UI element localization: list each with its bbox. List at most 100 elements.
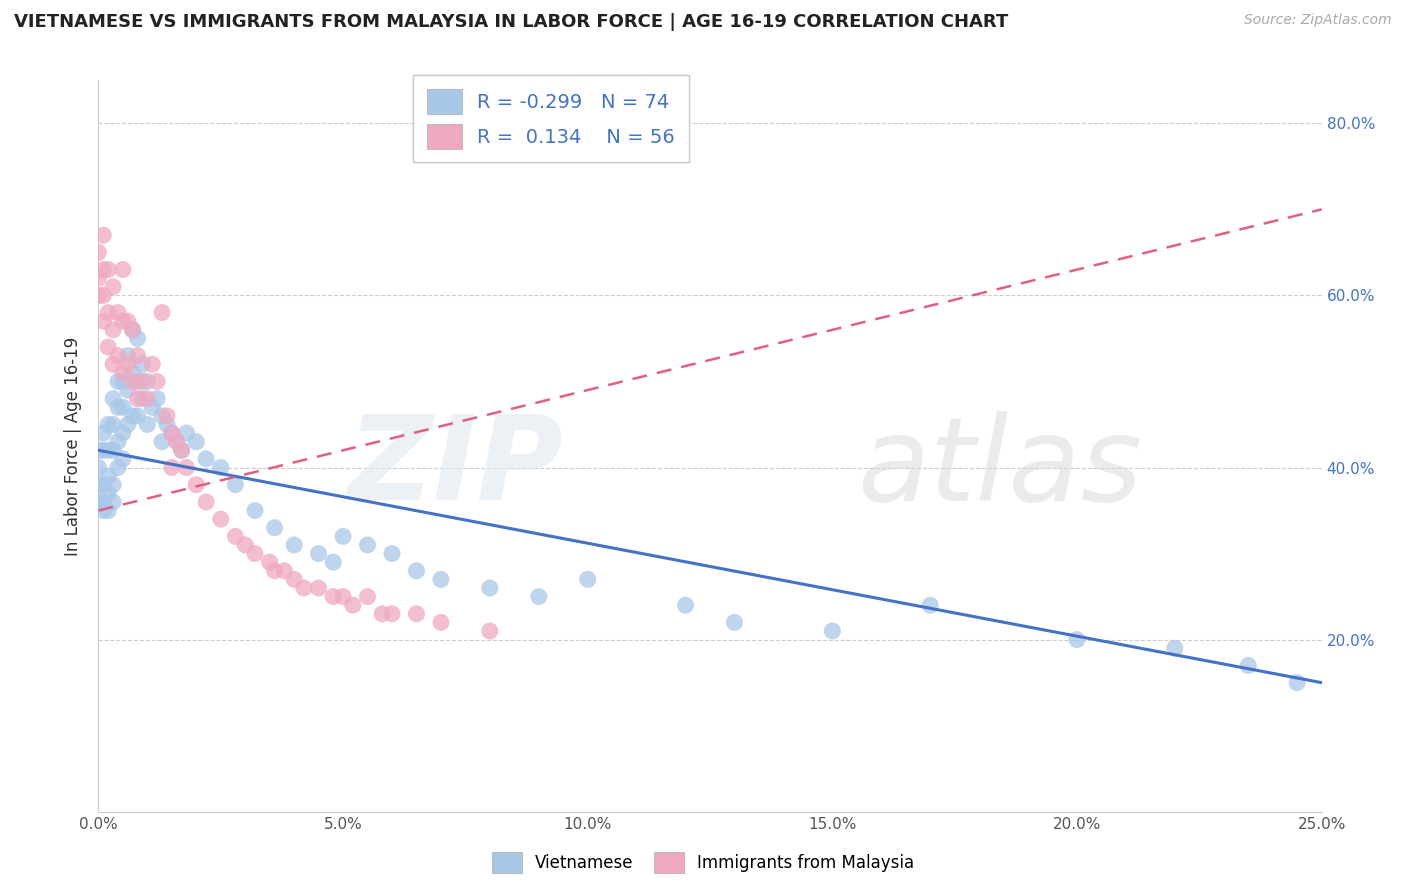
Point	[131, 375, 153, 389]
Point	[308, 581, 330, 595]
Point	[91, 443, 114, 458]
Point	[405, 564, 427, 578]
Y-axis label: In Labor Force | Age 16-19: In Labor Force | Age 16-19	[65, 336, 83, 556]
Point	[91, 228, 114, 243]
Point	[91, 262, 114, 277]
Point	[87, 271, 110, 285]
Point	[97, 469, 120, 483]
Point	[101, 417, 124, 432]
Point	[283, 538, 305, 552]
Point	[87, 245, 110, 260]
Point	[101, 443, 124, 458]
Point	[91, 288, 114, 302]
Legend: R = -0.299   N = 74, R =  0.134    N = 56: R = -0.299 N = 74, R = 0.134 N = 56	[413, 75, 689, 162]
Point	[156, 409, 179, 423]
Point	[127, 349, 149, 363]
Point	[209, 512, 232, 526]
Point	[292, 581, 315, 595]
Point	[101, 495, 124, 509]
Point	[107, 434, 129, 449]
Point	[156, 417, 179, 432]
Point	[121, 375, 143, 389]
Point	[160, 460, 183, 475]
Point	[576, 573, 599, 587]
Point	[166, 434, 188, 449]
Point	[121, 366, 143, 380]
Point	[136, 417, 159, 432]
Point	[91, 314, 114, 328]
Point	[101, 477, 124, 491]
Point	[150, 409, 173, 423]
Point	[224, 529, 246, 543]
Point	[273, 564, 295, 578]
Point	[356, 590, 378, 604]
Point	[131, 357, 153, 371]
Point	[87, 288, 110, 302]
Text: ZIP: ZIP	[347, 410, 564, 525]
Point	[224, 477, 246, 491]
Point	[121, 409, 143, 423]
Point	[430, 573, 453, 587]
Point	[371, 607, 394, 621]
Point	[101, 323, 124, 337]
Point	[195, 451, 218, 466]
Point	[1237, 658, 1260, 673]
Point	[176, 460, 198, 475]
Point	[478, 624, 501, 638]
Point	[263, 521, 285, 535]
Point	[101, 357, 124, 371]
Text: Source: ZipAtlas.com: Source: ZipAtlas.com	[1244, 13, 1392, 28]
Point	[97, 503, 120, 517]
Point	[150, 434, 173, 449]
Point	[87, 477, 110, 491]
Point	[209, 460, 232, 475]
Point	[117, 417, 139, 432]
Point	[141, 401, 163, 415]
Point	[675, 598, 697, 612]
Point	[117, 383, 139, 397]
Point	[87, 495, 110, 509]
Point	[127, 409, 149, 423]
Point	[136, 392, 159, 406]
Point	[381, 547, 404, 561]
Point	[97, 305, 120, 319]
Text: atlas: atlas	[856, 411, 1142, 525]
Point	[160, 426, 183, 441]
Point	[283, 573, 305, 587]
Point	[176, 426, 198, 441]
Point	[322, 590, 344, 604]
Point	[332, 590, 354, 604]
Point	[101, 280, 124, 294]
Point	[127, 331, 149, 345]
Point	[723, 615, 745, 630]
Point	[107, 460, 129, 475]
Point	[111, 375, 134, 389]
Point	[97, 262, 120, 277]
Point	[821, 624, 844, 638]
Point	[111, 451, 134, 466]
Point	[263, 564, 285, 578]
Point	[332, 529, 354, 543]
Point	[111, 426, 134, 441]
Point	[478, 581, 501, 595]
Point	[146, 375, 169, 389]
Point	[97, 417, 120, 432]
Point	[107, 305, 129, 319]
Point	[97, 340, 120, 354]
Point	[195, 495, 218, 509]
Point	[342, 598, 364, 612]
Point	[141, 357, 163, 371]
Point	[527, 590, 550, 604]
Point	[111, 401, 134, 415]
Point	[91, 495, 114, 509]
Point	[430, 615, 453, 630]
Point	[117, 349, 139, 363]
Point	[107, 375, 129, 389]
Point	[243, 503, 266, 517]
Point	[381, 607, 404, 621]
Point	[117, 314, 139, 328]
Point	[1286, 675, 1309, 690]
Point	[243, 547, 266, 561]
Point	[111, 366, 134, 380]
Point	[87, 460, 110, 475]
